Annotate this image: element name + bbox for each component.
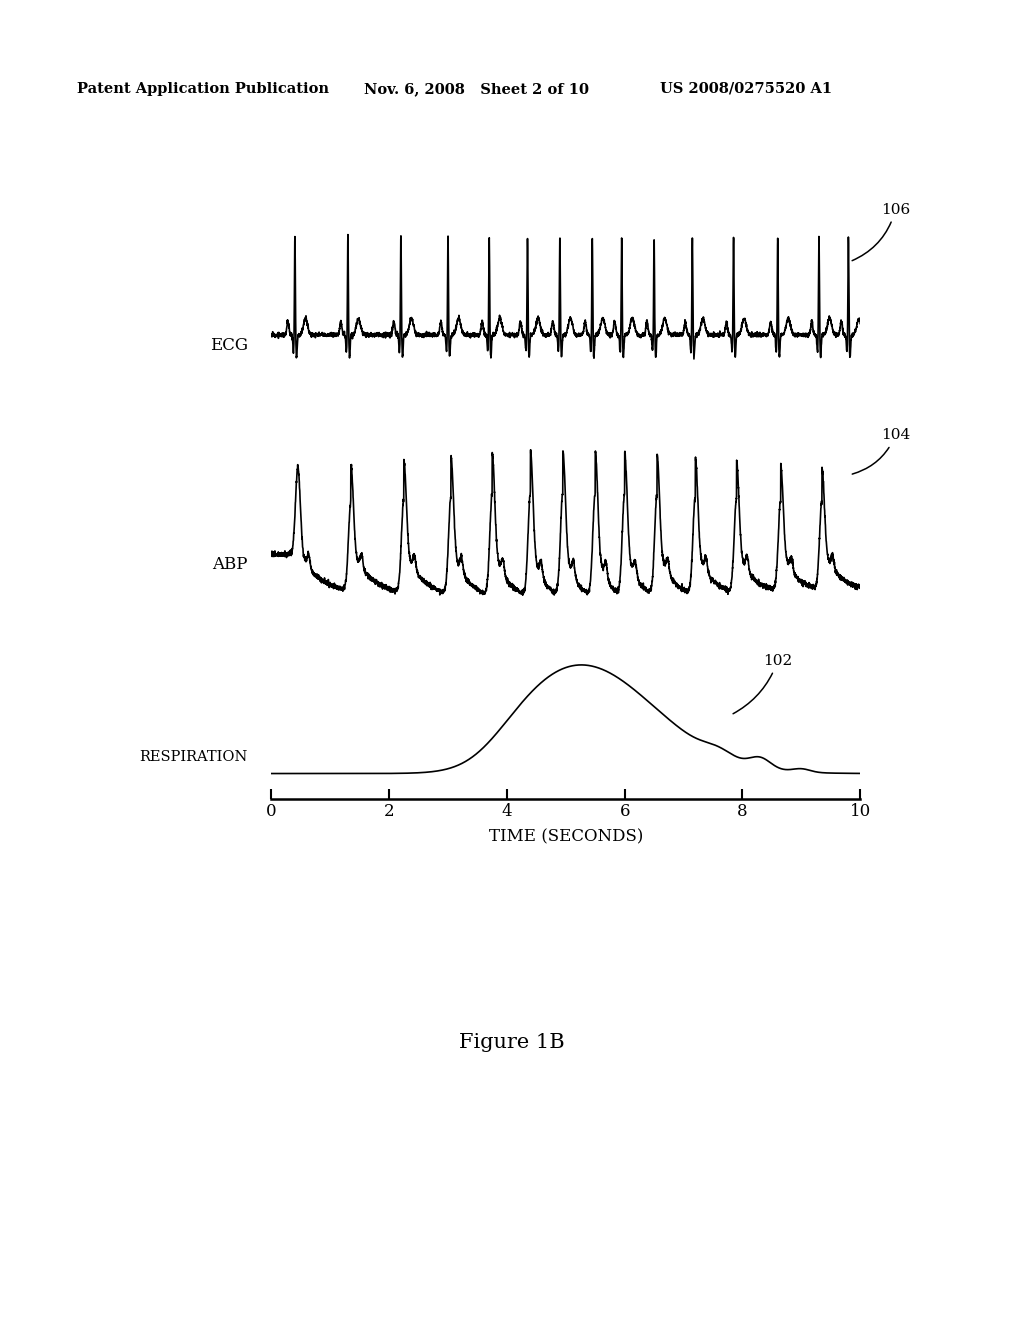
Text: ABP: ABP bbox=[212, 556, 248, 573]
Text: Figure 1B: Figure 1B bbox=[459, 1034, 565, 1052]
X-axis label: TIME (SECONDS): TIME (SECONDS) bbox=[488, 829, 643, 846]
Text: 102: 102 bbox=[733, 653, 793, 714]
Text: Nov. 6, 2008   Sheet 2 of 10: Nov. 6, 2008 Sheet 2 of 10 bbox=[364, 82, 589, 96]
Text: US 2008/0275520 A1: US 2008/0275520 A1 bbox=[660, 82, 833, 96]
Text: 104: 104 bbox=[852, 428, 910, 474]
Text: 106: 106 bbox=[852, 203, 910, 260]
Text: RESPIRATION: RESPIRATION bbox=[139, 750, 248, 764]
Text: Patent Application Publication: Patent Application Publication bbox=[77, 82, 329, 96]
Text: ECG: ECG bbox=[210, 337, 248, 354]
